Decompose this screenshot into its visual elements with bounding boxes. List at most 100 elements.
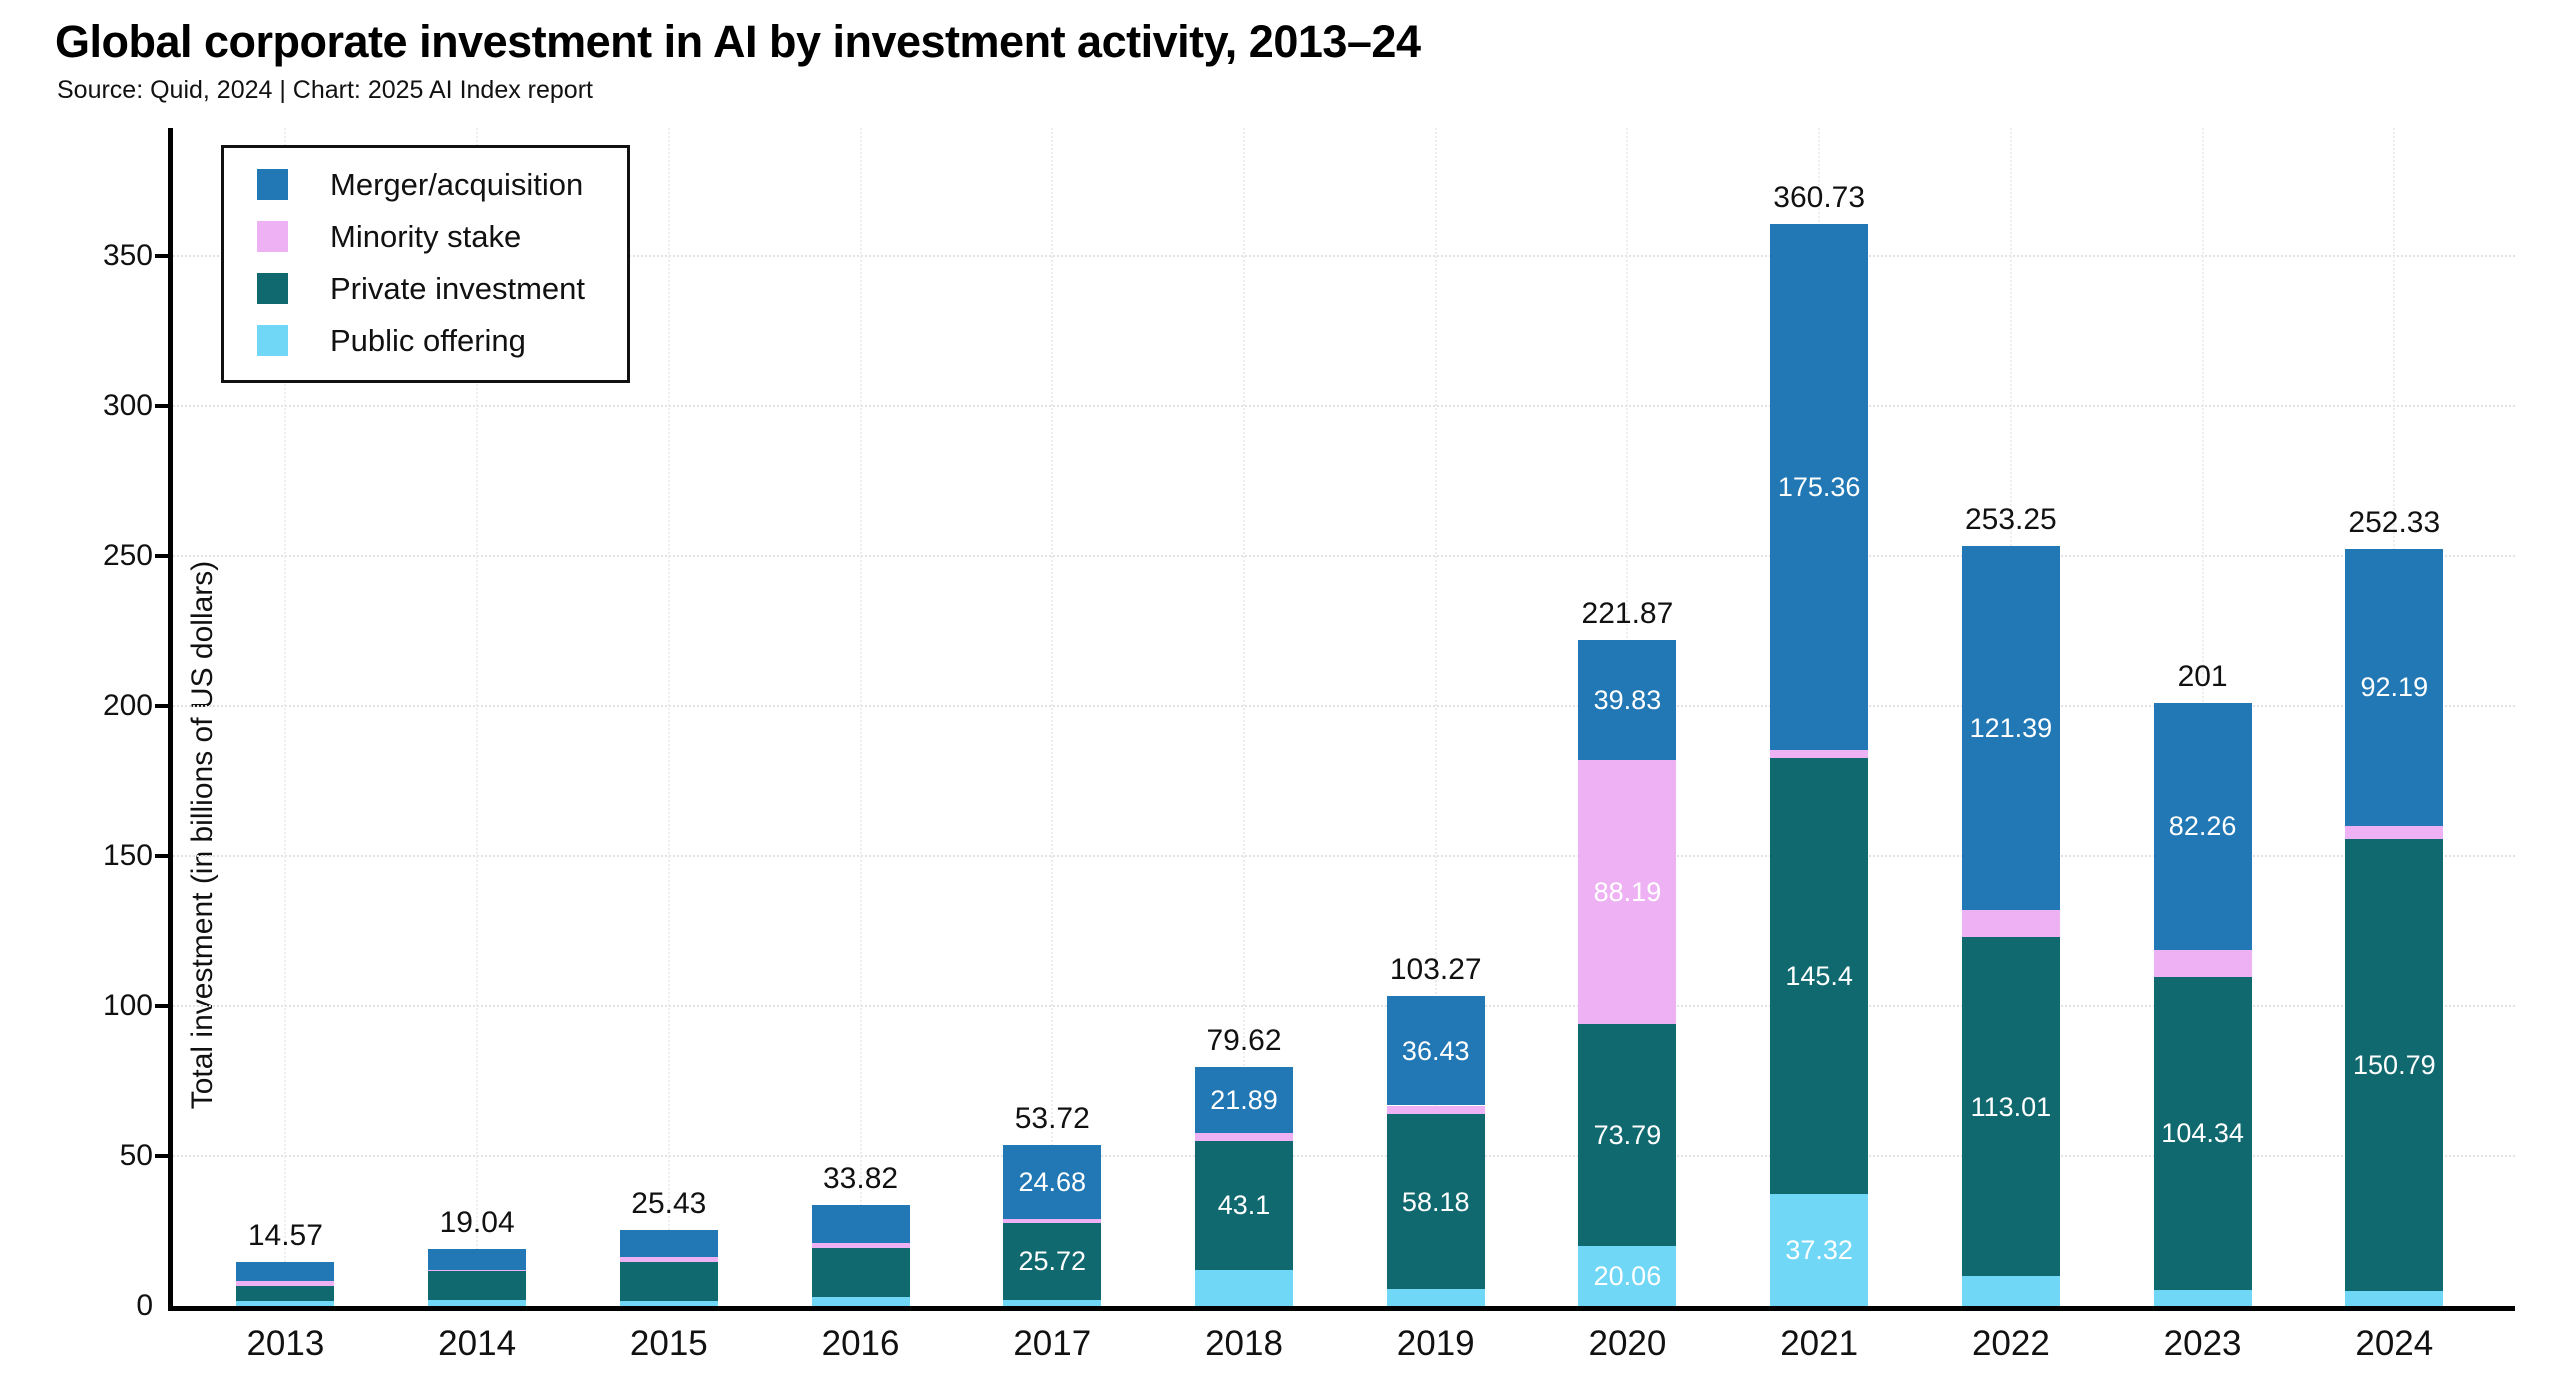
segment-value-label: 104.34 xyxy=(2161,1118,2244,1149)
legend-item-minority-stake: Minority stake xyxy=(257,219,627,254)
x-tick-label-2015: 2015 xyxy=(629,1324,708,1363)
gridline-vertical xyxy=(1051,128,1054,1306)
bar-segment-minority-stake xyxy=(811,1243,910,1248)
gridline-vertical xyxy=(859,128,862,1306)
bar-2014: 19.04 xyxy=(428,1206,527,1306)
legend-label: Merger/acquisition xyxy=(330,166,584,202)
bar-segment-minority-stake xyxy=(236,1280,335,1286)
segment-value-label: 175.36 xyxy=(1777,471,1861,502)
segment-value-label: 39.83 xyxy=(1593,685,1662,716)
bar-2015: 25.43 xyxy=(619,1187,718,1306)
legend-swatch xyxy=(257,273,288,304)
y-tick-label-200: 200 xyxy=(102,689,153,722)
bar-segment-public-offering xyxy=(811,1297,910,1306)
y-axis-tickmark xyxy=(155,854,168,858)
segment-value-label: 113.01 xyxy=(1970,1091,2052,1122)
legend-swatch xyxy=(257,221,288,252)
y-axis-tickmark xyxy=(155,1004,168,1008)
bar-segment-merger-acquisition xyxy=(619,1229,718,1258)
bar-2021: 37.32 145.4 175.36 360.73 xyxy=(1770,181,1869,1306)
bar-segment-minority-stake xyxy=(619,1257,718,1263)
gridline-horizontal xyxy=(173,255,2515,257)
segment-value-label: 92.19 xyxy=(2360,672,2429,703)
x-tick-label-2019: 2019 xyxy=(1396,1324,1475,1363)
bar-segment-public-offering xyxy=(1961,1276,2060,1306)
bar-2018: 43.1 21.89 79.62 xyxy=(1195,1024,1293,1306)
y-tick-label-100: 100 xyxy=(102,989,153,1022)
y-tick-label-250: 250 xyxy=(102,539,153,572)
segment-value-label: 43.1 xyxy=(1217,1190,1271,1221)
bar-2013: 14.57 xyxy=(236,1219,335,1306)
y-tick-label-50: 50 xyxy=(119,1139,153,1172)
segment-value-label: 82.26 xyxy=(2168,811,2237,842)
bar-segment-merger-acquisition xyxy=(428,1248,527,1270)
y-tick-label-300: 300 xyxy=(102,389,153,422)
bar-segment-private-investment xyxy=(236,1285,335,1301)
bar-segment-private-investment xyxy=(1003,1222,1102,1300)
bar-segment-private-investment xyxy=(811,1247,910,1297)
segment-value-label: 21.89 xyxy=(1210,1084,1278,1115)
chart-subtitle: Source: Quid, 2024 | Chart: 2025 AI Inde… xyxy=(57,76,593,104)
bar-total-label: 19.04 xyxy=(439,1205,515,1239)
bar-segment-private-investment xyxy=(428,1270,527,1300)
x-tick-label-2021: 2021 xyxy=(1780,1324,1859,1363)
bar-segment-merger-acquisition xyxy=(1578,640,1677,760)
bar-segment-minority-stake xyxy=(1578,759,1677,1025)
bar-total-label: 53.72 xyxy=(1014,1101,1090,1135)
y-axis-tickmark xyxy=(155,404,168,408)
bar-segment-minority-stake xyxy=(2345,825,2444,840)
gridline-horizontal xyxy=(173,555,2515,557)
bar-segment-merger-acquisition xyxy=(1770,223,1869,750)
y-tick-label-0: 0 xyxy=(136,1289,153,1322)
y-axis-tickmark xyxy=(155,1154,168,1158)
bar-segment-public-offering xyxy=(428,1299,527,1306)
bar-2020: 20.06 73.79 88.19 39.83 221.87 xyxy=(1578,597,1677,1306)
bar-total-label: 103.27 xyxy=(1389,953,1482,987)
segment-value-label: 20.06 xyxy=(1593,1260,1662,1291)
y-tick-label-350: 350 xyxy=(102,239,153,272)
segment-value-label: 88.19 xyxy=(1593,877,1662,908)
bar-total-label: 14.57 xyxy=(247,1219,323,1253)
y-axis-tickmark xyxy=(155,704,168,708)
bar-segment-public-offering xyxy=(2345,1291,2444,1306)
bar-segment-minority-stake xyxy=(1195,1132,1293,1141)
x-tick-label-2013: 2013 xyxy=(246,1324,325,1363)
bar-2017: 25.72 24.68 53.72 xyxy=(1003,1102,1102,1306)
gridline-vertical xyxy=(1434,128,1437,1306)
segment-value-label: 37.32 xyxy=(1785,1235,1853,1266)
bar-segment-private-investment xyxy=(1961,937,2060,1277)
legend-swatch xyxy=(257,325,288,356)
bar-segment-merger-acquisition xyxy=(1003,1144,1102,1219)
segment-value-label: 73.79 xyxy=(1593,1120,1662,1151)
bar-total-label: 25.43 xyxy=(631,1186,707,1220)
bar-2023: 104.34 82.26 201 xyxy=(2153,660,2252,1306)
bar-segment-public-offering xyxy=(236,1301,335,1306)
x-tick-label-2016: 2016 xyxy=(821,1324,900,1363)
segment-value-label: 24.68 xyxy=(1018,1166,1087,1197)
bar-2019: 58.18 36.43 103.27 xyxy=(1386,953,1485,1306)
segment-value-label: 25.72 xyxy=(1018,1246,1087,1277)
segment-value-label: 36.43 xyxy=(1401,1035,1470,1066)
x-tick-label-2023: 2023 xyxy=(2163,1324,2242,1363)
legend-label: Private investment xyxy=(330,270,585,306)
gridline-horizontal xyxy=(173,1005,2515,1007)
gridline-vertical xyxy=(1243,128,1245,1306)
segment-value-label: 121.39 xyxy=(1969,713,2053,744)
bar-segment-public-offering xyxy=(1386,1288,1485,1306)
gridline-horizontal xyxy=(173,405,2515,407)
x-tick-label-2018: 2018 xyxy=(1205,1324,1283,1363)
bar-total-label: 252.33 xyxy=(2348,506,2441,540)
bar-2022: 113.01 121.39 253.25 xyxy=(1961,503,2060,1306)
x-tick-label-2017: 2017 xyxy=(1013,1324,1092,1363)
bar-total-label: 253.25 xyxy=(1964,503,2057,537)
bar-segment-private-investment xyxy=(1195,1140,1293,1270)
bar-segment-merger-acquisition xyxy=(811,1204,910,1243)
bar-segment-private-investment xyxy=(2345,839,2444,1292)
legend-item-private-investment: Private investment xyxy=(257,270,627,306)
segment-value-label: 150.79 xyxy=(2353,1050,2436,1081)
bar-segment-merger-acquisition xyxy=(2345,549,2444,826)
gridline-vertical xyxy=(284,128,287,1306)
bar-segment-public-offering xyxy=(1003,1300,1102,1306)
gridline-vertical xyxy=(476,128,479,1306)
